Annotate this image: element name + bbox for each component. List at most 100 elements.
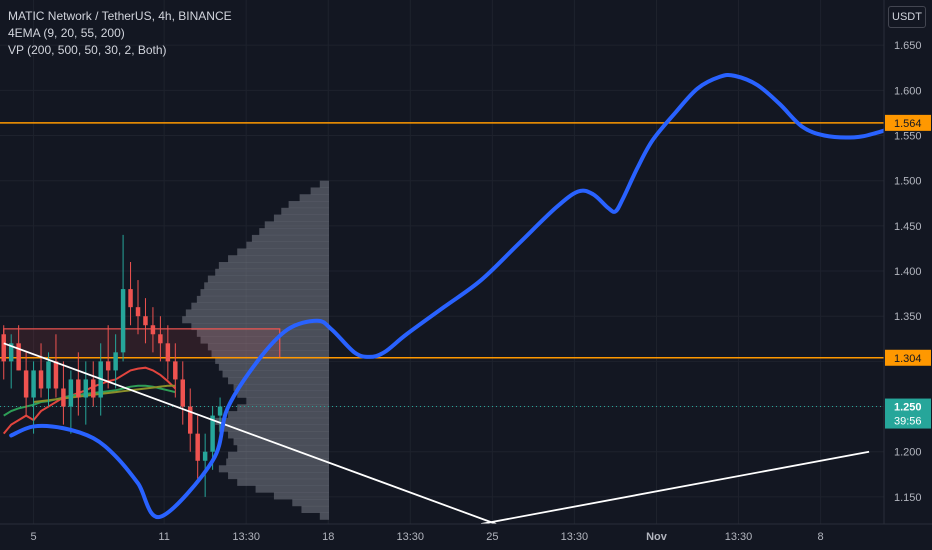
x-tick-label: 8 [818, 531, 824, 543]
x-tick-label: 18 [322, 531, 334, 543]
volume-profile-bar [310, 187, 329, 195]
volume-profile-bar [196, 295, 329, 303]
candle-body [150, 325, 156, 335]
volume-profile-bar [237, 390, 329, 398]
level-price-label: 1.564 [894, 118, 922, 130]
y-tick-label: 1.200 [894, 447, 922, 459]
y-tick-label: 1.150 [894, 492, 922, 504]
chart-legend: MATIC Network / TetherUS, 4h, BINANCE 4E… [8, 8, 232, 59]
x-tick-label: 5 [31, 531, 37, 543]
bar-countdown-label: 39:56 [894, 416, 922, 428]
y-tick-label: 1.600 [894, 85, 922, 97]
ema-line [33, 384, 176, 404]
volume-profile-bar [246, 241, 329, 249]
volume-profile-bar [233, 438, 329, 446]
volume-profile-bar [292, 499, 329, 507]
volume-profile-bar [246, 397, 329, 405]
candle-body [1, 334, 6, 362]
volume-profile-bar [237, 444, 329, 453]
volume-profile-bar [207, 275, 329, 283]
x-tick-label: Nov [646, 531, 668, 543]
projection-path [9, 73, 916, 519]
ema-indicator-label[interactable]: 4EMA (9, 20, 55, 200) [8, 26, 125, 40]
candle-body [38, 370, 44, 389]
volume-profile-bar [211, 350, 329, 358]
candle-body [202, 451, 208, 461]
candle-body [128, 289, 133, 308]
candle-body [46, 361, 51, 389]
vp-indicator-label[interactable]: VP (200, 500, 50, 30, 2, Both) [8, 43, 167, 57]
volume-profile-bar [196, 329, 329, 337]
y-tick-label: 1.550 [894, 131, 922, 143]
symbol-title[interactable]: MATIC Network / TetherUS, 4h, BINANCE [8, 9, 232, 23]
grid [0, 0, 884, 524]
volume-profile-bar [218, 262, 329, 270]
x-tick-label: 13:30 [232, 531, 260, 543]
candle-body [105, 361, 111, 371]
candle-body [187, 406, 193, 434]
candle-body [217, 406, 223, 416]
volume-profile-bar [218, 363, 329, 371]
level-price-label: 1.304 [894, 353, 922, 365]
volume-profile-bar [215, 356, 329, 364]
volume-profile-bar [218, 465, 329, 473]
level-price-badge [885, 349, 931, 366]
volume-profile-bar [255, 485, 329, 493]
ema-line [3, 384, 176, 417]
candle-body [83, 379, 89, 398]
volume-profile-bar [251, 234, 329, 242]
volume-profile-bar [200, 336, 329, 344]
volume-profile-bar [301, 505, 329, 514]
candle-body [91, 379, 96, 398]
candle-body [61, 388, 66, 407]
level-price-badge [885, 114, 931, 131]
last-price-label: 1.250 [894, 402, 922, 414]
x-tick-label: 11 [158, 531, 169, 543]
volume-profile-bar [191, 302, 329, 310]
volume-profile-bar [204, 282, 329, 290]
last-price-badge [885, 398, 931, 429]
price-axis [884, 0, 932, 550]
volume-profile-bar [319, 180, 329, 188]
candle-body [8, 343, 14, 362]
resistance-box [3, 328, 281, 359]
candle-body [31, 370, 36, 398]
volume-profile-bar [222, 370, 329, 378]
y-tick-label: 1.400 [894, 266, 922, 278]
trendline [3, 342, 497, 525]
y-tick-label: 1.350 [894, 311, 922, 323]
candle-body [113, 352, 118, 371]
volume-profile-bar [259, 228, 329, 236]
x-tick-label: 13:30 [725, 531, 753, 543]
candle-body [158, 334, 163, 344]
candle-body [68, 379, 74, 407]
candle-body [173, 361, 178, 380]
volume-profile-bar [299, 194, 329, 202]
volume-profile-bar [273, 214, 329, 222]
volume-profile-bar [226, 458, 329, 466]
candle-body [135, 307, 141, 317]
volume-profile-bar [182, 316, 329, 324]
x-tick-label: 13:30 [397, 531, 425, 543]
volume-profile-bar [218, 424, 329, 432]
candle-body [180, 379, 186, 407]
volume-profile-bar [237, 248, 329, 256]
volume-profile-bar [228, 411, 329, 419]
x-tick-label: 25 [486, 531, 498, 543]
candle-body [76, 379, 81, 398]
candle-body [120, 289, 126, 353]
volume-profile-bar [273, 492, 329, 500]
volume-profile-bar [228, 377, 329, 385]
candle-body [165, 343, 171, 362]
currency-button[interactable]: USDT [888, 6, 926, 28]
candle-body [23, 370, 29, 398]
volume-profile-bar [215, 268, 329, 276]
time-axis [0, 524, 932, 550]
trendline [480, 450, 870, 525]
volume-profile-bar [185, 309, 329, 317]
volume-profile-bar [191, 322, 329, 331]
candle-body [195, 433, 200, 461]
volume-profile-bar [228, 431, 329, 439]
volume-profile-bar [228, 472, 329, 480]
